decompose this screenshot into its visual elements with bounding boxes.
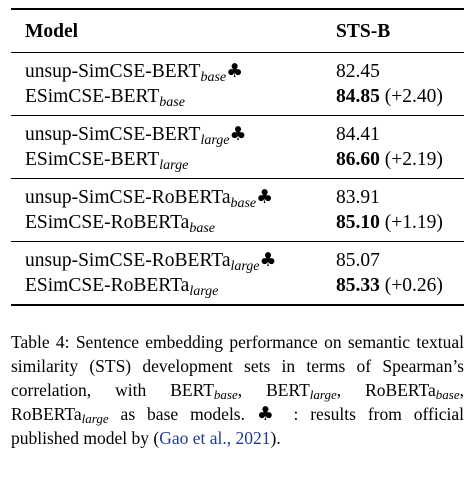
score-delta: (+2.40) (384, 86, 443, 107)
score-value: 84.41 (336, 124, 380, 145)
model-name: unsup-SimCSE-BERT (25, 124, 201, 145)
score-cell: 85.10 (+1.19) (330, 210, 464, 242)
score-value: 86.60 (336, 149, 380, 170)
model-name-cell: unsup-SimCSE-RoBERTalarge♣ (11, 242, 330, 274)
club-icon: ♣ (256, 186, 274, 208)
score-value: 83.91 (336, 187, 380, 208)
model-size: large (200, 133, 230, 148)
score-cell: 85.33 (+0.26) (330, 273, 464, 305)
model-name-cell: unsup-SimCSE-BERTlarge♣ (11, 116, 330, 148)
score-value: 85.33 (336, 275, 380, 296)
club-icon: ♣ (256, 403, 282, 425)
table-row: unsup-SimCSE-RoBERTalarge♣ 85.07 (11, 241, 464, 274)
model-name-cell: ESimCSE-RoBERTabase (11, 210, 330, 242)
model-name: unsup-SimCSE-RoBERTa (25, 250, 231, 271)
model-name: ESimCSE-RoBERTa (25, 212, 190, 233)
model-name-cell: ESimCSE-BERTlarge (11, 147, 330, 179)
model-name: ESimCSE-BERT (25, 149, 160, 170)
table-row: ESimCSE-BERTbase 84.85 (+2.40) (11, 84, 464, 116)
score-cell: 85.07 (330, 242, 464, 274)
caption-subscript: base (213, 387, 238, 402)
model-name: ESimCSE-RoBERTa (25, 275, 190, 296)
model-size: base (230, 196, 257, 211)
caption-text: , RoBERTa (336, 380, 436, 400)
table-row: unsup-SimCSE-BERTbase♣ 82.45 (11, 52, 464, 85)
citation-link[interactable]: Gao et al., 2021 (159, 428, 271, 448)
header-model: Model (25, 21, 79, 42)
caption-text: ). (270, 428, 281, 448)
model-name-cell: unsup-SimCSE-BERTbase♣ (11, 53, 330, 85)
model-name-cell: ESimCSE-RoBERTalarge (11, 273, 330, 305)
results-table-container: Model STS-B unsup-SimCSE-BERTbase♣ 82.45… (11, 8, 464, 306)
results-table: Model STS-B unsup-SimCSE-BERTbase♣ 82.45… (11, 8, 464, 306)
score-cell: 83.91 (330, 179, 464, 211)
caption-text: Table 4: Sentence embedding performance … (11, 332, 464, 400)
score-delta: (+2.19) (384, 149, 443, 170)
score-value: 85.10 (336, 212, 380, 233)
table-header-row: Model STS-B (11, 9, 464, 53)
score-delta: (+1.19) (384, 212, 443, 233)
score-delta: (+0.26) (384, 275, 443, 296)
model-name: unsup-SimCSE-RoBERTa (25, 187, 231, 208)
table-row: ESimCSE-BERTlarge 86.60 (+2.19) (11, 147, 464, 179)
model-size: base (189, 221, 215, 236)
caption-subscript: base (435, 387, 460, 402)
score-cell: 84.85 (+2.40) (330, 84, 464, 116)
model-size: large (230, 259, 260, 274)
model-name: ESimCSE-BERT (25, 86, 160, 107)
score-value: 85.07 (336, 250, 380, 271)
caption-subscript: large (309, 387, 337, 402)
model-name-cell: unsup-SimCSE-RoBERTabase♣ (11, 179, 330, 211)
club-icon: ♣ (229, 123, 247, 145)
club-icon: ♣ (226, 60, 244, 82)
caption-text: : results from official published model … (11, 404, 464, 448)
table-row: ESimCSE-RoBERTabase 85.10 (+1.19) (11, 210, 464, 242)
caption-subscript: large (81, 411, 109, 426)
model-size: base (159, 95, 185, 110)
model-name: unsup-SimCSE-BERT (25, 61, 201, 82)
score-cell: 86.60 (+2.19) (330, 147, 464, 179)
caption-text: as base models. (108, 404, 257, 424)
score-cell: 84.41 (330, 116, 464, 148)
header-sts-b: STS-B (336, 21, 391, 42)
model-size: large (159, 158, 189, 173)
model-size: large (189, 284, 219, 299)
caption-text: , RoBERTa (11, 380, 464, 424)
table-row: ESimCSE-RoBERTalarge 85.33 (+0.26) (11, 273, 464, 305)
score-value: 82.45 (336, 61, 380, 82)
model-size: base (200, 70, 227, 85)
score-cell: 82.45 (330, 53, 464, 85)
table-row: unsup-SimCSE-RoBERTabase♣ 83.91 (11, 178, 464, 211)
table-row: unsup-SimCSE-BERTlarge♣ 84.41 (11, 115, 464, 148)
score-value: 84.85 (336, 86, 380, 107)
table-caption: Table 4: Sentence embedding performance … (11, 330, 464, 450)
caption-text: , BERT (237, 380, 310, 400)
club-icon: ♣ (259, 249, 277, 271)
model-name-cell: ESimCSE-BERTbase (11, 84, 330, 116)
